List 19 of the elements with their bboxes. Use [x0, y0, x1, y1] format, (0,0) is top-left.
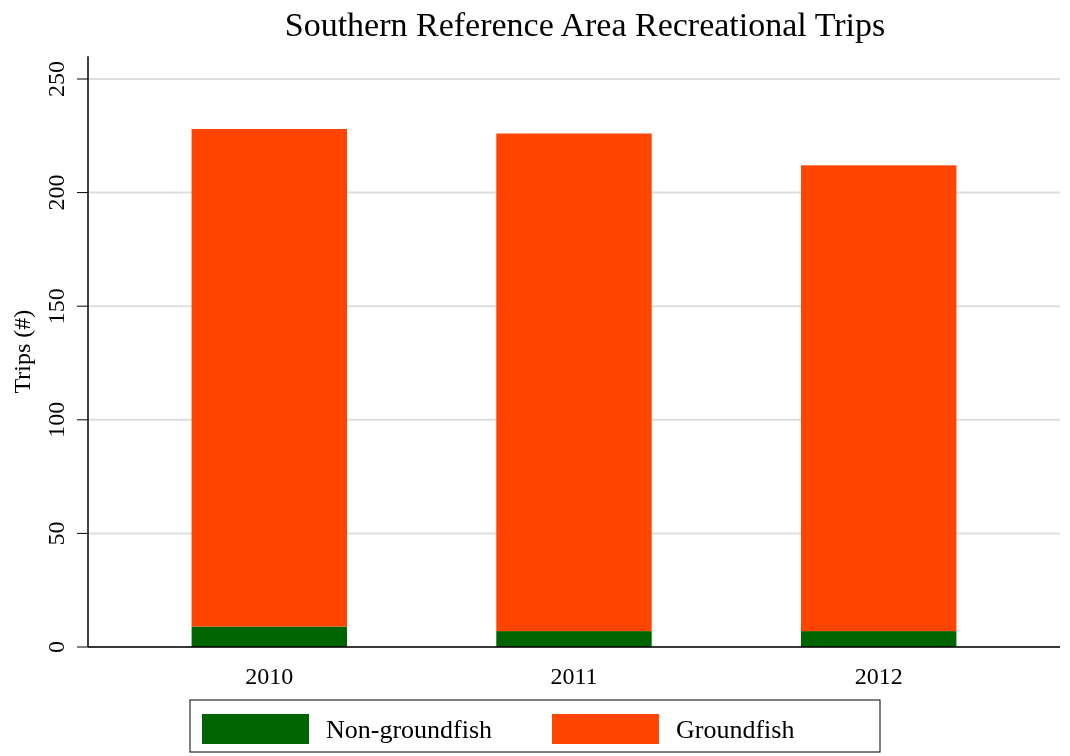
legend-label: Non-groundfish — [326, 715, 493, 744]
y-tick-label: 0 — [43, 641, 69, 653]
y-axis-title: Trips (#) — [9, 309, 35, 394]
x-tick-label: 2010 — [245, 663, 294, 689]
y-tick-label: 150 — [43, 288, 69, 325]
bar — [496, 133, 652, 632]
legend-label: Groundfish — [676, 715, 795, 744]
bar — [801, 631, 957, 647]
chart-title: Southern Reference Area Recreational Trips — [284, 6, 886, 43]
bar — [191, 626, 347, 647]
x-tick-label: 2011 — [550, 663, 598, 689]
y-tick-label: 50 — [43, 521, 69, 546]
y-tick-label: 200 — [43, 174, 69, 211]
bar — [191, 128, 347, 627]
y-tick-label: 250 — [43, 61, 69, 97]
bar — [801, 165, 957, 632]
y-tick-label: 100 — [43, 401, 69, 438]
x-tick-label: 2012 — [854, 663, 903, 689]
bar — [496, 631, 652, 647]
